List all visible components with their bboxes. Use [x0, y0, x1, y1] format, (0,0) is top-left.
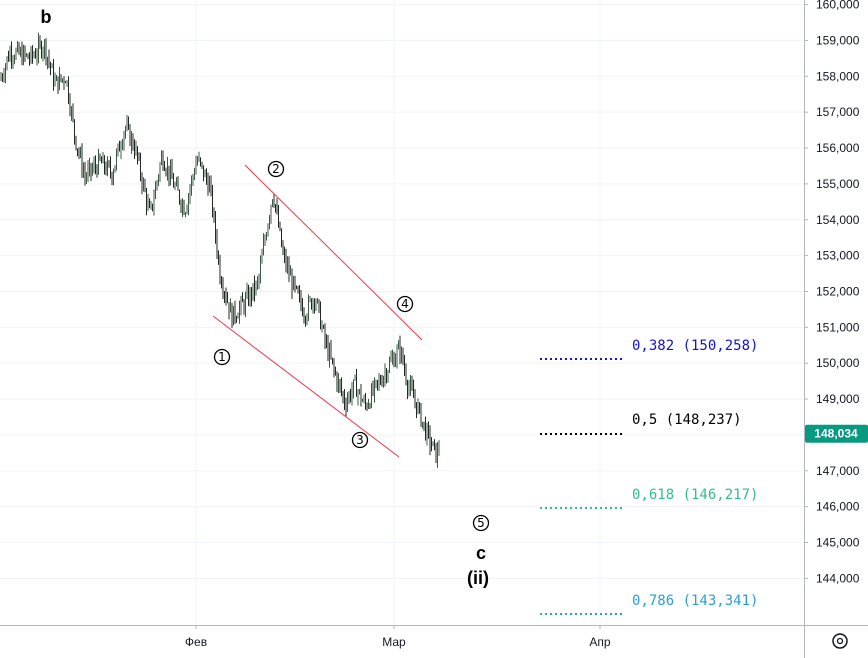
- channel-lower: [212, 315, 400, 458]
- wave-label-1: 1: [218, 350, 226, 364]
- y-tick-label: 147,000: [816, 464, 860, 478]
- fib-label-0: 0,382 (150,258): [632, 338, 758, 354]
- y-tick-label: 153,000: [816, 249, 860, 263]
- y-tick-label: 155,000: [816, 177, 860, 191]
- trend-channel: [212, 164, 423, 458]
- wave-label-6: c: [476, 543, 486, 563]
- wave-label-3: 3: [356, 433, 364, 447]
- y-tick-label: 160,000: [816, 0, 860, 12]
- y-tick-label: 157,000: [816, 105, 860, 119]
- last-price-badge: [805, 424, 868, 443]
- wave-label-2: 2: [272, 162, 280, 176]
- gear-icon: [832, 633, 848, 649]
- y-tick-label: 144,000: [816, 571, 860, 585]
- fib-levels: 0,382 (150,258) 0,5 (148,237) 0,618 (146,2…: [540, 338, 758, 615]
- x-tick-label: Мар: [382, 635, 406, 649]
- y-tick-label: 146,000: [816, 500, 860, 514]
- wave-label-0: b: [41, 7, 52, 27]
- wave-label-5: 5: [477, 516, 485, 530]
- x-tick-label: Фев: [185, 635, 207, 649]
- fib-label-3: 0,786 (143,341): [632, 593, 758, 609]
- y-tick-label: 152,000: [816, 284, 860, 298]
- y-tick-label: 154,000: [816, 213, 860, 227]
- y-tick-label: 150,000: [816, 356, 860, 370]
- price-series: [0, 32, 440, 468]
- grid: [0, 0, 804, 625]
- wave-label-7: (ii): [467, 568, 489, 588]
- wave-circle-5: [472, 514, 490, 532]
- settings-button[interactable]: [832, 633, 848, 649]
- y-tick-label: 149,000: [816, 392, 860, 406]
- y-tick-label: 151,000: [816, 320, 860, 334]
- x-tick-label: Апр: [589, 635, 611, 649]
- y-tick-label: 145,000: [816, 536, 860, 550]
- fib-label-2: 0,618 (146,217): [632, 487, 758, 503]
- channel-upper: [244, 164, 423, 341]
- wave-circle-1: [213, 348, 231, 366]
- wave-labels: b 1 2 3 4 5 c (ii): [41, 7, 490, 588]
- y-tick-label: 156,000: [816, 141, 860, 155]
- fib-label-1: 0,5 (148,237): [632, 412, 742, 428]
- wave-circle-3: [351, 431, 369, 449]
- y-tick-label: 158,000: [816, 69, 860, 83]
- y-tick-label: 159,000: [816, 33, 860, 47]
- wave-label-4: 4: [401, 297, 409, 311]
- wave-circle-2: [267, 160, 285, 178]
- gear-icon-hub: [836, 637, 844, 645]
- wave-circle-4: [396, 295, 414, 313]
- last-price-label: 148,034: [814, 427, 858, 441]
